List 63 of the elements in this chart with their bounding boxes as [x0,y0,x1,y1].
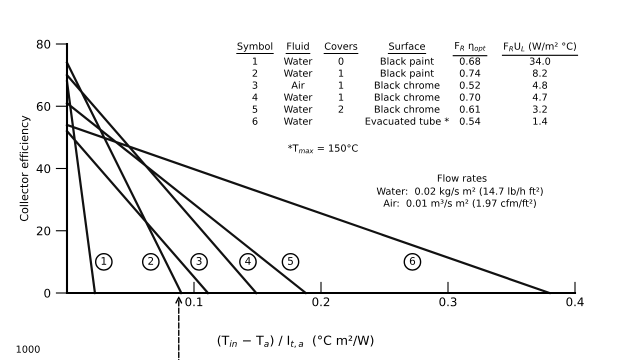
y-axis-title: Collector efficiency [20,116,30,222]
annotation: *T$_{max}$ = 150°C [288,144,358,154]
annotation: Black chrome [374,105,440,113]
annotation: 3 [196,257,202,265]
annotation: 4 [245,257,251,265]
annotation: 4 [252,94,258,101]
annotation: Surface [389,42,425,50]
annotation: 2 [338,105,344,113]
annotation: Covers [324,42,358,50]
annotation: 5 [288,257,293,265]
annotation: Evacuated tube * [366,117,449,125]
y-tick-label: 60 [36,102,50,111]
annotation: Flow rates [438,174,487,182]
annotation: 2 [252,69,258,77]
annotation: 3.2 [533,105,547,113]
annotation: 2 [148,257,154,265]
annotation: 1.4 [533,118,548,125]
annotation: 4.7 [532,94,547,101]
x-tick-label: 0.4 [566,297,584,306]
annotation: Black paint [380,57,434,67]
x-tick-label: 0.3 [439,297,456,306]
x-axis-title: (T$_{in}$ − T$_{a}$) / I$_{t,a}$ (°C m²/W) [218,335,374,348]
annotation: Air: 0.01 m³/s m² (1.97 cfm/ft²) [383,199,536,208]
annotation: 6 [410,257,416,265]
annotation: F$_{R}$ η$_{opt}$ [455,42,486,52]
annotation: 1 [338,94,344,101]
annotation: 4.8 [532,81,548,89]
annotation: 8.2 [532,69,547,77]
annotation: 0 [338,57,344,65]
annotation: 1 [102,257,106,265]
text: 1000 [16,345,40,353]
annotation: 0.52 [460,81,480,89]
annotation: 6 [252,117,258,125]
annotation: 0.61 [460,105,480,113]
annotation: Air [291,81,305,89]
y-tick-label: 40 [36,164,50,174]
annotation: 0.70 [460,93,480,101]
x-tick-label: 0.1 [185,297,202,306]
annotation: Water [284,58,312,65]
annotation: Water: 0.02 kg/s m² (14.7 lb/h ft²) [376,187,543,197]
annotation: Water [284,106,312,113]
y-tick-label: 0 [44,288,50,298]
annotation: 0.54 [460,117,480,125]
annotation: 5 [252,106,258,113]
annotation: Black chrome [374,93,440,101]
annotation: F$_{R}$U$_{L}$ (W/m² °C) [504,42,576,52]
annotation: 34.0 [530,57,550,65]
annotation: Black paint [380,69,434,79]
y-tick-label: 20 [36,226,50,236]
x-tick-label: 0.2 [312,297,330,306]
annotation: Water [284,94,312,101]
annotation: 1 [252,58,258,65]
annotation: Water [284,70,312,77]
annotation: 1 [338,82,344,89]
y-tick-label: 80 [36,40,50,49]
annotation: 0.68 [460,57,480,65]
annotation: Black chrome [374,81,440,89]
annotation: 1 [338,70,344,77]
annotation: Symbol [238,42,272,52]
annotation: Water [284,118,312,125]
annotation: 0.74 [460,69,480,77]
annotation: 3 [252,81,258,89]
annotation: Fluid [287,42,309,50]
